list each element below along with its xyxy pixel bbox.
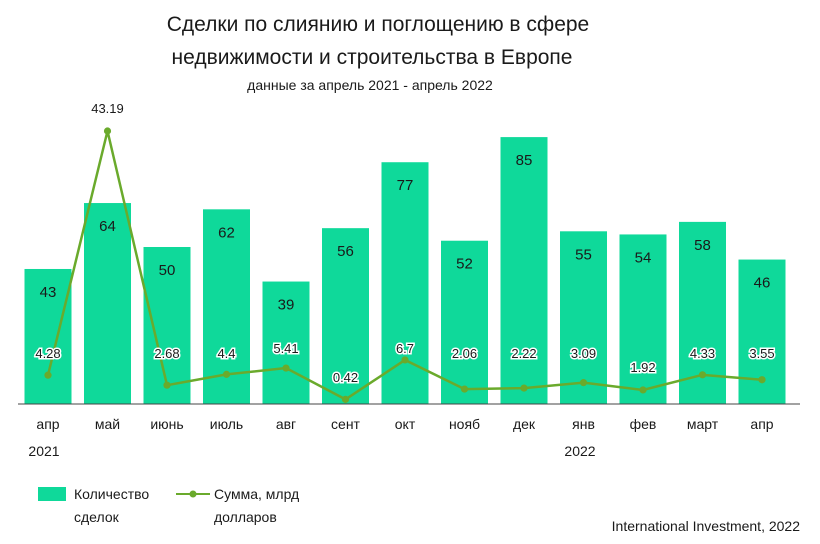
line-point-0: [44, 371, 52, 379]
x-tick-label: янв: [572, 416, 595, 432]
x-tick-label: май: [95, 416, 120, 432]
chart-subtitle: данные за апрель 2021 - апрель 2022: [247, 77, 493, 93]
line-value-label: 2.68: [154, 346, 179, 361]
x-tick-label: июнь: [150, 416, 183, 432]
line-value-label: 3.09: [571, 346, 596, 361]
bar-value-label: 62: [218, 224, 235, 241]
x-tick-label: окт: [395, 416, 416, 432]
bar-value-label: 43: [40, 284, 57, 301]
line-point-4: [282, 364, 290, 372]
line-value-label: 2.06: [452, 346, 477, 361]
bar-4: [262, 281, 310, 404]
x-tick-label: дек: [513, 416, 536, 432]
bar-value-label: 58: [694, 237, 711, 254]
legend-line-label-line1: Сумма, млрд: [214, 486, 299, 502]
bar-series-group: 43 64 50 62 39 56 77 52 85 55 54 58 46: [24, 137, 786, 404]
line-series-group: 4.28 43.19 2.68 4.4 5.41 0.42 6.7 2.06 2.22 3.09 1…: [34, 101, 776, 403]
line-point-10: [639, 386, 647, 394]
bar-2: [143, 247, 191, 404]
chart-title-line2: недвижимости и строительства в Европе: [172, 46, 573, 69]
x-tick-label: авг: [276, 416, 296, 432]
x-axis-ticks: апр май июнь июль авг сент окт нояб дек янв фев мар…: [36, 416, 773, 432]
x-tick-label: апр: [36, 416, 59, 432]
x-tick-label: сент: [331, 416, 361, 432]
bar-value-label: 85: [516, 152, 533, 169]
line-point-7: [460, 385, 469, 393]
bar-5: [322, 228, 369, 404]
bar-value-label: 46: [754, 275, 771, 292]
x-tick-label: март: [687, 416, 719, 432]
bar-value-label: 56: [337, 243, 354, 260]
line-value-label: 0.42: [333, 370, 358, 385]
legend-line-marker: [189, 490, 197, 498]
x-tick-label: июль: [210, 416, 243, 432]
bar-6: [381, 162, 429, 404]
line-value-label: 3.55: [749, 346, 774, 361]
bar-8: [500, 137, 548, 404]
line-point-5: [341, 395, 350, 403]
x-tick-label: фев: [630, 416, 657, 432]
bar-7: [441, 240, 488, 404]
legend-bar-label-line2: сделок: [74, 509, 120, 525]
chart-title-line1: Сделки по слиянию и поглощению в сфере: [167, 13, 589, 36]
bar-9: [560, 231, 607, 404]
year-label-2021: 2021: [28, 443, 59, 459]
year-label-2022: 2022: [564, 443, 595, 459]
bar-value-label: 50: [159, 262, 176, 279]
line-value-label: 4.28: [35, 346, 60, 361]
legend-bar-swatch: [38, 487, 66, 501]
x-tick-label: нояб: [449, 416, 480, 432]
source-note: International Investment, 2022: [612, 518, 801, 534]
line-point-11: [698, 371, 707, 379]
bar-10: [619, 234, 667, 404]
line-point-2: [163, 381, 171, 389]
bar-value-label: 77: [397, 177, 414, 194]
bar-value-label: 54: [635, 249, 652, 266]
line-point-6: [401, 356, 409, 364]
line-point-9: [579, 379, 588, 387]
bar-value-label: 55: [575, 246, 592, 263]
line-point-3: [222, 370, 231, 378]
line-point-12: [758, 376, 766, 384]
bar-value-label: 39: [278, 297, 295, 314]
legend-line-label-line2: долларов: [214, 509, 277, 525]
bar-value-label: 64: [99, 218, 116, 235]
line-value-label: 4.33: [690, 346, 715, 361]
bar-0: [24, 268, 72, 404]
line-value-label: 2.22: [511, 346, 536, 361]
legend-bar-label-line1: Количество: [74, 486, 149, 502]
line-value-label: 6.7: [396, 341, 414, 356]
line-point-1: [103, 127, 112, 135]
line-value-label: 5.41: [273, 341, 298, 356]
line-value-label: 43.19: [91, 101, 124, 116]
bar-value-label: 52: [456, 256, 473, 273]
line-value-label: 4.4: [217, 346, 235, 361]
bar-1: [84, 203, 131, 404]
line-point-8: [520, 384, 528, 392]
line-value-label: 1.92: [630, 360, 655, 375]
x-tick-label: апр: [750, 416, 773, 432]
